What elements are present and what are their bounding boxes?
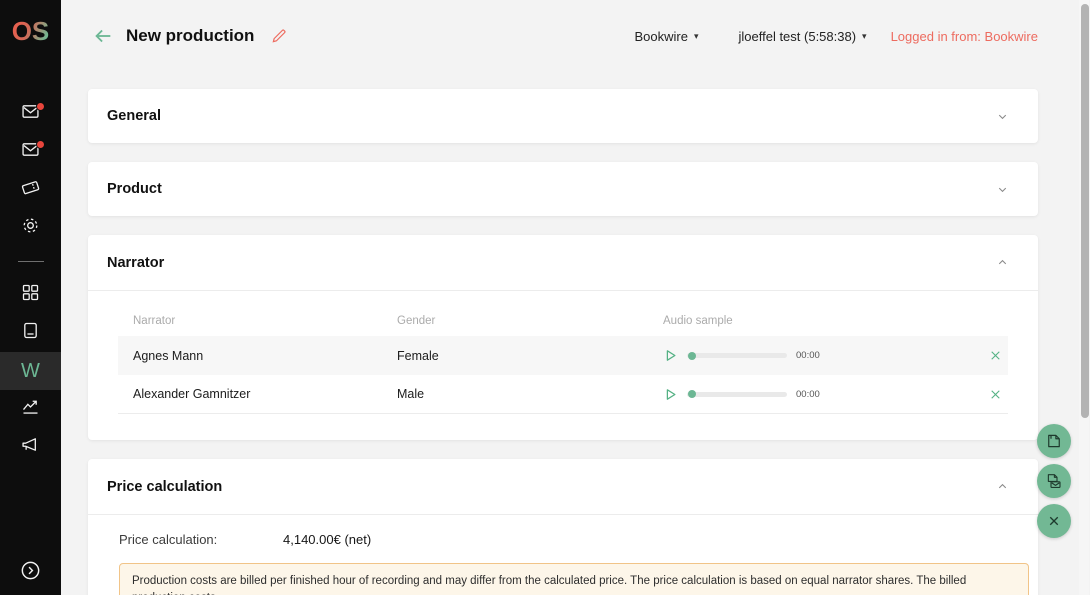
audio-player: 00:00 — [663, 387, 980, 402]
notification-badge — [36, 140, 45, 149]
table-row: Agnes Mann Female 00:00 — [118, 336, 1008, 375]
play-icon[interactable] — [663, 387, 678, 402]
narrator-gender: Male — [397, 387, 425, 401]
audio-player: 00:00 — [663, 348, 980, 363]
chevron-down-icon: ▾ — [693, 30, 699, 41]
back-button[interactable] — [92, 25, 114, 47]
gear-icon — [20, 215, 41, 241]
sidebar-item-documents[interactable] — [0, 314, 61, 352]
column-header-narrator: Narrator — [133, 314, 176, 327]
section-product: Product — [88, 162, 1038, 216]
section-general-header[interactable]: General — [88, 89, 1038, 143]
section-price-header[interactable]: Price calculation — [88, 459, 1038, 514]
divider — [88, 290, 1038, 291]
grid-icon — [20, 282, 41, 308]
w-letter-icon: W — [21, 359, 40, 382]
narrator-name: Alexander Gamnitzer — [133, 387, 251, 401]
narrator-gender: Female — [397, 348, 439, 363]
audio-progress-track[interactable] — [687, 390, 787, 398]
chevron-down-icon — [996, 183, 1009, 196]
sidebar-item-w-module[interactable]: W — [0, 352, 61, 390]
scrollbar-thumb[interactable] — [1081, 4, 1089, 418]
sidebar-item-statistics[interactable] — [0, 390, 61, 428]
section-title: Product — [107, 181, 162, 197]
megaphone-icon — [20, 434, 41, 460]
audio-progress-thumb[interactable] — [688, 351, 696, 360]
topbar-right: Bookwire ▾ jloeffel test (5:58:38) ▾ Log… — [634, 29, 1038, 44]
user-dropdown-label: jloeffel test (5:58:38) — [738, 28, 857, 44]
sidebar-nav: W — [0, 95, 61, 466]
ticket-icon — [20, 177, 41, 203]
close-icon — [1049, 516, 1059, 526]
chart-icon — [20, 396, 41, 422]
user-dropdown[interactable]: jloeffel test (5:58:38) ▾ — [738, 29, 866, 44]
envelope-icon — [20, 101, 41, 127]
narrator-table-header: Narrator Gender Audio sample — [118, 305, 1008, 336]
section-title: Price calculation — [107, 478, 223, 495]
login-origin-note: Logged in from: Bookwire — [890, 28, 1038, 44]
play-icon[interactable] — [663, 348, 678, 363]
notification-badge — [36, 102, 45, 111]
close-button[interactable] — [1037, 504, 1071, 538]
chevron-up-icon — [996, 256, 1009, 269]
section-price-calculation: Price calculation Price calculation: 4,1… — [88, 459, 1038, 595]
audio-progress-track[interactable] — [687, 351, 787, 360]
section-title: Narrator — [107, 254, 165, 271]
price-calculation-label: Price calculation: — [119, 532, 218, 547]
floating-actions — [1037, 424, 1071, 538]
section-product-header[interactable]: Product — [88, 162, 1038, 216]
remove-narrator-button[interactable] — [989, 388, 1002, 401]
sidebar-item-messages[interactable] — [0, 95, 61, 133]
narrator-name: Agnes Mann — [133, 348, 204, 363]
column-header-audio: Audio sample — [663, 314, 733, 327]
envelope-icon — [20, 139, 41, 165]
save-icon — [1048, 434, 1060, 448]
chevron-right-circle-icon — [19, 559, 42, 587]
price-calculation-value: 4,140.00€ (net) — [283, 532, 372, 547]
save-button[interactable] — [1037, 424, 1071, 458]
section-narrator-header[interactable]: Narrator — [88, 235, 1038, 290]
remove-narrator-button[interactable] — [989, 349, 1002, 362]
save-and-send-button[interactable] — [1037, 464, 1071, 498]
chevron-down-icon: ▾ — [862, 30, 867, 41]
divider — [88, 514, 1038, 515]
arrow-left-icon — [95, 29, 111, 43]
app-logo[interactable]: OS — [11, 16, 50, 46]
chevron-up-icon — [996, 480, 1009, 493]
content: General Product Narrator — [61, 89, 1090, 595]
audio-time: 00:00 — [796, 350, 820, 361]
sidebar-item-tickets[interactable] — [0, 171, 61, 209]
sidebar-divider — [17, 261, 44, 262]
audio-progress-thumb[interactable] — [688, 390, 696, 398]
main-area: New production Bookwire ▾ jloeffel test … — [61, 0, 1090, 595]
section-narrator: Narrator Narrator Gender Audio sample Ag… — [88, 235, 1038, 440]
section-general: General — [88, 89, 1038, 143]
sidebar: OS — [0, 0, 61, 595]
narrator-table: Narrator Gender Audio sample Agnes Mann … — [88, 291, 1038, 440]
sidebar-item-apps[interactable] — [0, 276, 61, 314]
pencil-icon — [273, 29, 286, 43]
page-header: New production Bookwire ▾ jloeffel test … — [61, 0, 1090, 72]
sidebar-item-settings[interactable] — [0, 209, 61, 247]
org-dropdown[interactable]: Bookwire ▾ — [634, 29, 698, 44]
price-notice: Production costs are billed per finished… — [119, 563, 1029, 595]
sidebar-item-announcements[interactable] — [0, 428, 61, 466]
save-send-icon — [1047, 474, 1061, 488]
table-row: Alexander Gamnitzer Male 00:00 — [118, 375, 1008, 414]
section-title: General — [107, 108, 161, 124]
price-body: Price calculation: 4,140.00€ (net) Produ… — [88, 515, 1038, 595]
org-dropdown-label: Bookwire — [634, 28, 688, 44]
column-header-gender: Gender — [397, 314, 436, 327]
page-title: New production — [126, 26, 255, 45]
sidebar-item-mail[interactable] — [0, 133, 61, 171]
edit-title-button[interactable] — [270, 27, 288, 45]
document-icon — [20, 320, 41, 346]
chevron-down-icon — [996, 110, 1009, 123]
sidebar-collapse-button[interactable] — [0, 559, 61, 587]
audio-time: 00:00 — [796, 388, 820, 400]
